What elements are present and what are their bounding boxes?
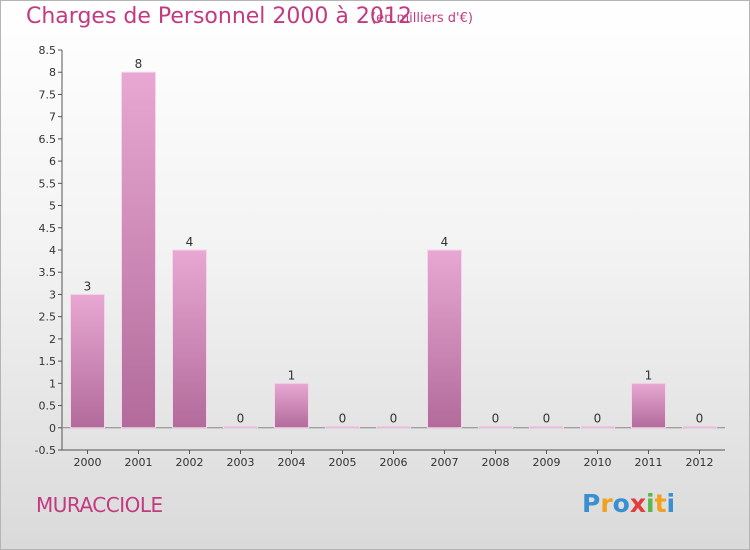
y-tick-label: 8 [49,66,56,79]
bar [580,425,615,429]
y-tick-label: 3 [49,288,56,301]
bar-value-label: 0 [237,411,245,425]
x-tick-label: 2009 [533,456,561,469]
x-tick-label: 2003 [227,456,255,469]
bar-value-label: 3 [84,279,92,293]
y-tick-label: 1.5 [39,355,57,368]
logo-letter: o [612,489,630,518]
x-tick-label: 2007 [431,456,459,469]
bar [223,425,258,429]
bar [376,425,411,429]
bar-value-label: 0 [492,411,500,425]
bar-value-label: 1 [288,368,296,382]
unit-note: (en milliers d'€) [371,11,473,26]
x-tick-label: 2012 [686,456,714,469]
bar [274,382,309,429]
bar [70,293,105,429]
x-tick-label: 2010 [584,456,612,469]
bar-value-label: 0 [390,411,398,425]
logo-letter: P [582,489,601,518]
bar [172,249,207,429]
bar [529,425,564,429]
bar [682,425,717,429]
x-tick-label: 2000 [74,456,102,469]
bar [631,382,666,429]
y-tick-label: 3.5 [39,266,57,279]
y-tick-label: 5.5 [39,177,57,190]
logo-letter: t [654,489,667,518]
y-tick-label: 6.5 [39,133,57,146]
bars [70,71,717,429]
x-tick-label: 2001 [125,456,153,469]
y-tick-label: 2.5 [39,311,57,324]
x-tick-label: 2011 [635,456,663,469]
bar [478,425,513,429]
chart-title: Charges de Personnel 2000 à 2012 [26,4,412,29]
bar-value-label: 4 [441,235,449,249]
bar-value-label: 1 [645,368,653,382]
commune-name: MURACCIOLE [36,493,163,517]
bar-value-label: 0 [696,411,704,425]
x-tick-label: 2004 [278,456,306,469]
y-tick-label: 6 [49,155,56,168]
y-tick-label: 4.5 [39,222,57,235]
bar [121,71,156,429]
bar [427,249,462,429]
logo-letter: i [666,489,676,518]
bar-value-label: 0 [543,411,551,425]
x-tick-label: 2002 [176,456,204,469]
proxiti-logo: Proxiti [582,489,675,518]
logo-letter: i [646,489,655,518]
y-tick-label: 7.5 [39,88,57,101]
y-tick-label: 0.5 [39,400,57,413]
y-tick-label: 1 [49,377,56,390]
bar-value-label: 0 [339,411,347,425]
x-tick-label: 2005 [329,456,357,469]
bar-value-label: 4 [186,235,194,249]
y-tick-label: 4 [49,244,56,257]
x-tick-label: 2008 [482,456,510,469]
y-tick-label: 2 [49,333,56,346]
logo-letter: r [600,489,613,518]
y-tick-label: 0 [49,422,56,435]
logo-letter: x [629,489,646,518]
bar [325,425,360,429]
y-tick-label: -0.5 [35,444,56,457]
y-tick-label: 8.5 [39,44,57,57]
bar-value-label: 0 [594,411,602,425]
x-tick-label: 2006 [380,456,408,469]
bar-value-label: 8 [135,57,143,71]
y-tick-label: 7 [49,111,56,124]
y-tick-label: 5 [49,200,56,213]
value-labels: 3 2000 8 2001 4 2002 0 2003 1 2004 0 2005 0 2006 4 2007… [74,57,714,469]
